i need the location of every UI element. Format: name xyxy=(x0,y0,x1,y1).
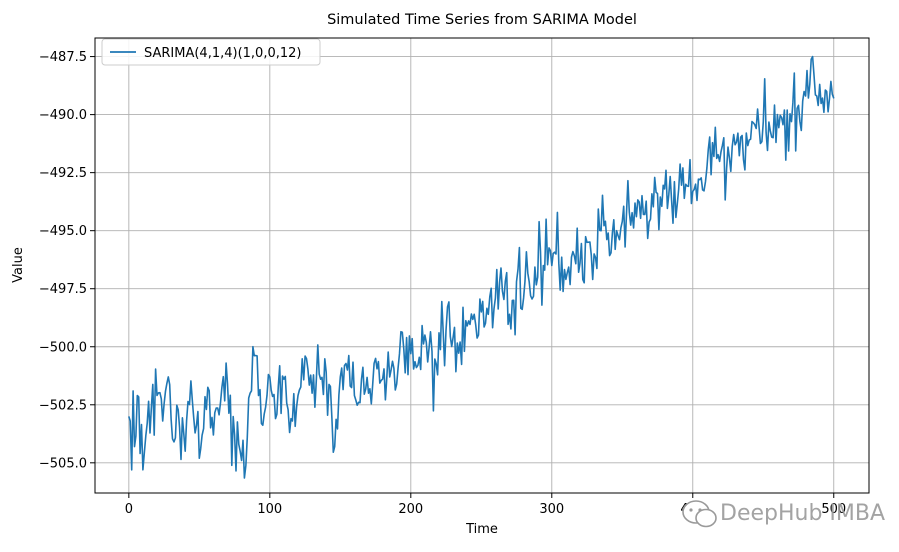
y-tick-label: −500.0 xyxy=(39,340,87,355)
y-axis-ticks: −505.0 −502.5 −500.0 −497.5 −495.0 −492.5 −490… xyxy=(39,50,95,471)
watermark: DeepHub IMBA xyxy=(682,500,885,528)
x-tick-label: 300 xyxy=(539,502,564,517)
y-tick-label: −505.0 xyxy=(39,456,87,471)
y-tick-label: −490.0 xyxy=(39,108,87,123)
y-tick-label: −502.5 xyxy=(39,398,87,413)
x-tick-label: 500 xyxy=(821,502,846,517)
x-tick-label: 0 xyxy=(125,502,133,517)
legend-box xyxy=(101,38,321,66)
y-axis-label: Value xyxy=(11,247,26,283)
y-tick-label: −495.0 xyxy=(39,224,87,239)
legend: SARIMA(4,1,4)(1,0,0,12) xyxy=(101,38,321,66)
plot-frame xyxy=(94,37,870,494)
x-tick-label: 200 xyxy=(398,502,423,517)
y-tick-label: −497.5 xyxy=(39,282,87,297)
chart-title: Simulated Time Series from SARIMA Model xyxy=(327,12,637,28)
series-line xyxy=(128,55,835,479)
x-tick-label: 100 xyxy=(257,502,282,517)
series-layer xyxy=(128,55,835,479)
y-tick-label: −492.5 xyxy=(39,166,87,181)
y-tick-label: −487.5 xyxy=(39,50,87,65)
wechat-icon xyxy=(682,500,717,528)
legend-label: SARIMA(4,1,4)(1,0,0,12) xyxy=(144,46,301,61)
grid-lines xyxy=(95,38,869,493)
x-axis-label: Time xyxy=(465,522,498,537)
watermark-text: DeepHub IMBA xyxy=(720,501,885,526)
